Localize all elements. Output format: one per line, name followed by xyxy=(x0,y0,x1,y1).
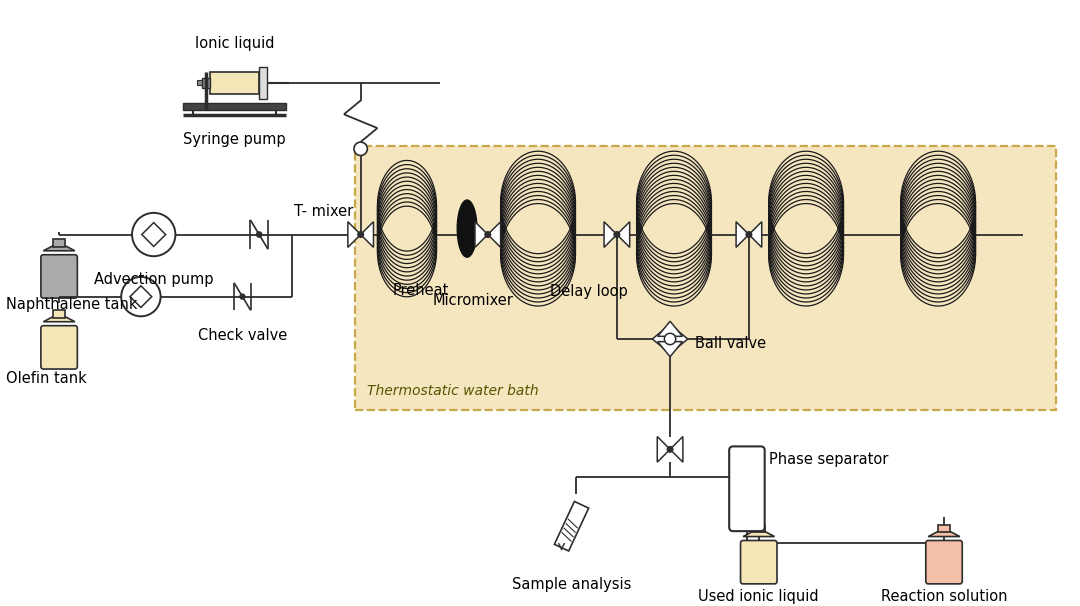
Text: Sample analysis: Sample analysis xyxy=(512,578,631,593)
Bar xyxy=(354,146,1056,410)
Polygon shape xyxy=(737,222,748,247)
Text: Micromixer: Micromixer xyxy=(433,293,513,308)
Ellipse shape xyxy=(457,200,477,257)
Bar xyxy=(53,310,65,318)
Polygon shape xyxy=(658,342,683,357)
Polygon shape xyxy=(488,222,501,247)
Text: Olefin tank: Olefin tank xyxy=(5,370,86,385)
Text: Reaction solution: Reaction solution xyxy=(881,589,1008,604)
Circle shape xyxy=(256,232,261,237)
FancyBboxPatch shape xyxy=(926,541,962,584)
Text: Phase separator: Phase separator xyxy=(769,451,888,467)
Bar xyxy=(53,239,65,247)
Text: Naphthalene tank: Naphthalene tank xyxy=(5,296,137,311)
Polygon shape xyxy=(348,222,361,247)
Text: Used ionic liquid: Used ionic liquid xyxy=(699,589,819,604)
Polygon shape xyxy=(475,222,488,247)
Polygon shape xyxy=(658,321,683,336)
Text: Ionic liquid: Ionic liquid xyxy=(194,36,274,52)
Polygon shape xyxy=(361,222,374,247)
Text: Syringe pump: Syringe pump xyxy=(184,132,286,147)
Circle shape xyxy=(121,277,161,316)
Circle shape xyxy=(746,231,752,238)
Circle shape xyxy=(132,213,175,256)
Circle shape xyxy=(667,447,673,452)
Polygon shape xyxy=(670,436,683,462)
Circle shape xyxy=(354,142,367,156)
Polygon shape xyxy=(743,531,774,536)
Text: Thermostatic water bath: Thermostatic water bath xyxy=(366,384,538,398)
Polygon shape xyxy=(673,327,688,351)
Bar xyxy=(210,72,259,93)
Text: Delay loop: Delay loop xyxy=(550,284,627,299)
FancyBboxPatch shape xyxy=(741,541,777,584)
Text: Check valve: Check valve xyxy=(198,328,287,343)
Polygon shape xyxy=(928,531,960,536)
FancyBboxPatch shape xyxy=(41,325,78,369)
Text: Advection pump: Advection pump xyxy=(94,272,214,287)
Text: Preheat: Preheat xyxy=(392,283,448,298)
Bar xyxy=(259,67,267,99)
Text: T- mixer: T- mixer xyxy=(294,204,353,219)
Polygon shape xyxy=(43,245,75,251)
Polygon shape xyxy=(617,222,630,247)
Bar xyxy=(184,104,286,110)
Polygon shape xyxy=(141,222,165,247)
Polygon shape xyxy=(43,316,75,322)
FancyBboxPatch shape xyxy=(41,255,78,298)
Circle shape xyxy=(240,294,245,299)
Polygon shape xyxy=(658,436,670,462)
Bar xyxy=(202,78,210,88)
Circle shape xyxy=(357,231,364,238)
Bar xyxy=(753,525,765,533)
Polygon shape xyxy=(130,286,152,307)
Polygon shape xyxy=(554,501,589,551)
Circle shape xyxy=(485,231,490,238)
Polygon shape xyxy=(748,222,761,247)
Text: Ball valve: Ball valve xyxy=(694,336,766,351)
Bar xyxy=(197,81,202,85)
Polygon shape xyxy=(652,327,667,351)
Polygon shape xyxy=(604,222,617,247)
Bar xyxy=(939,525,950,533)
Circle shape xyxy=(615,231,620,238)
Circle shape xyxy=(664,333,676,345)
FancyBboxPatch shape xyxy=(729,447,765,531)
